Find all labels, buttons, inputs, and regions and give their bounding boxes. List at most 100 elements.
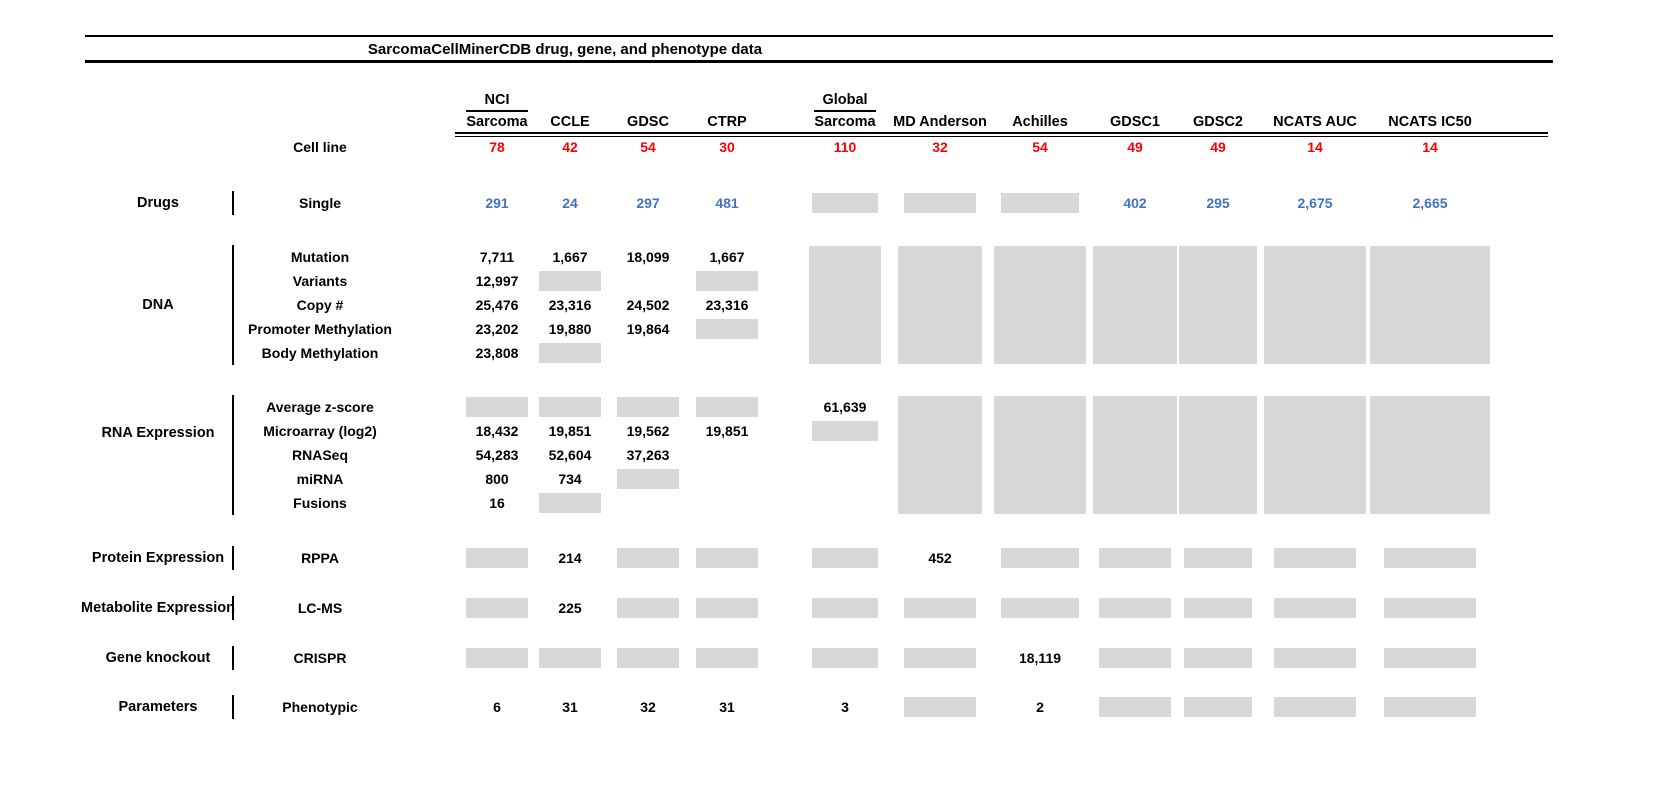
no-data-box-tall bbox=[809, 246, 881, 364]
title-rule-bottom bbox=[85, 60, 1553, 63]
no-data-box bbox=[904, 193, 976, 213]
data-cell-value: 25,476 bbox=[475, 297, 519, 313]
data-cell-value: 2,675 bbox=[1297, 195, 1333, 211]
no-data-box bbox=[812, 548, 878, 568]
no-data-box bbox=[1001, 193, 1079, 213]
no-data-box bbox=[1184, 697, 1252, 717]
row-label: miRNA bbox=[296, 471, 344, 487]
category-label: Gene knockout bbox=[105, 649, 211, 666]
no-data-box-tall bbox=[1370, 246, 1490, 364]
data-cell-value: 32 bbox=[640, 699, 656, 715]
no-data-box-tall bbox=[994, 246, 1086, 364]
column-header: Sarcoma bbox=[814, 113, 876, 130]
no-data-box bbox=[904, 598, 976, 618]
cell-line-count: 78 bbox=[489, 139, 505, 155]
data-cell-value: 18,119 bbox=[1018, 650, 1062, 666]
data-cell-value: 31 bbox=[562, 699, 578, 715]
data-cell-value: 16 bbox=[489, 495, 505, 511]
row-label: Fusions bbox=[293, 495, 347, 511]
no-data-box-tall bbox=[1179, 246, 1257, 364]
title-rule-top bbox=[85, 35, 1553, 37]
no-data-box bbox=[539, 493, 601, 513]
data-cell-value: 291 bbox=[485, 195, 509, 211]
data-cell-value: 12,997 bbox=[475, 273, 519, 289]
row-label: Mutation bbox=[290, 249, 350, 265]
data-cell-value: 54,283 bbox=[475, 447, 519, 463]
no-data-box bbox=[1274, 697, 1356, 717]
row-label: RNASeq bbox=[291, 447, 349, 463]
no-data-box bbox=[466, 548, 528, 568]
data-cell-value: 18,099 bbox=[626, 249, 670, 265]
category-divider-bar bbox=[232, 596, 234, 620]
no-data-box bbox=[904, 697, 976, 717]
data-cell-value: 295 bbox=[1206, 195, 1230, 211]
data-cell-value: 6 bbox=[493, 699, 501, 715]
data-cell-value: 800 bbox=[485, 471, 509, 487]
no-data-box bbox=[812, 598, 878, 618]
no-data-box bbox=[1001, 548, 1079, 568]
no-data-box bbox=[812, 648, 878, 668]
data-cell-value: 7,711 bbox=[479, 249, 515, 265]
data-cell-value: 23,316 bbox=[548, 297, 592, 313]
data-cell-value: 23,808 bbox=[475, 345, 519, 361]
data-cell-value: 61,639 bbox=[823, 399, 867, 415]
cell-line-count: 49 bbox=[1127, 139, 1143, 155]
column-header: NCATS IC50 bbox=[1388, 113, 1472, 130]
data-cell-value: 402 bbox=[1123, 195, 1147, 211]
row-label: Variants bbox=[292, 273, 348, 289]
row-label: Phenotypic bbox=[282, 699, 358, 715]
data-cell-value: 2,665 bbox=[1412, 195, 1448, 211]
column-header: GDSC1 bbox=[1110, 113, 1160, 130]
no-data-box-tall bbox=[898, 246, 982, 364]
column-header: GDSC bbox=[627, 113, 669, 130]
data-cell-value: 19,864 bbox=[626, 321, 670, 337]
no-data-box bbox=[696, 598, 758, 618]
cell-line-count: 110 bbox=[833, 139, 857, 155]
no-data-box bbox=[1099, 697, 1171, 717]
column-header: CCLE bbox=[550, 113, 590, 130]
data-cell-value: 1,667 bbox=[552, 249, 588, 265]
data-cell-value: 2 bbox=[1036, 699, 1044, 715]
column-header: Achilles bbox=[1012, 113, 1068, 130]
no-data-box bbox=[1274, 648, 1356, 668]
column-header-underline bbox=[466, 110, 528, 112]
cell-line-count: 14 bbox=[1307, 139, 1323, 155]
no-data-box bbox=[539, 397, 601, 417]
data-cell-value: 297 bbox=[636, 195, 660, 211]
no-data-box bbox=[696, 397, 758, 417]
no-data-box bbox=[466, 648, 528, 668]
category-label: Drugs bbox=[137, 194, 179, 211]
data-cell-value: 3 bbox=[841, 699, 849, 715]
data-cell-value: 23,316 bbox=[705, 297, 749, 313]
no-data-box bbox=[539, 648, 601, 668]
data-cell-value: 23,202 bbox=[475, 321, 519, 337]
no-data-box-tall bbox=[1370, 396, 1490, 514]
figure-title: SarcomaCellMinerCDB drug, gene, and phen… bbox=[367, 41, 763, 58]
cell-line-count: 54 bbox=[640, 139, 656, 155]
data-cell-value: 19,562 bbox=[626, 423, 670, 439]
category-label: DNA bbox=[142, 296, 174, 313]
cell-line-count: 30 bbox=[719, 139, 735, 155]
cell-line-count: 49 bbox=[1210, 139, 1226, 155]
no-data-box-tall bbox=[1093, 396, 1177, 514]
category-label: Metabolite Expression bbox=[81, 599, 235, 616]
data-cell-value: 1,667 bbox=[709, 249, 745, 265]
column-header-underline bbox=[814, 110, 876, 112]
data-cell-value: 481 bbox=[715, 195, 739, 211]
cell-line-count: 54 bbox=[1032, 139, 1048, 155]
no-data-box bbox=[1274, 548, 1356, 568]
no-data-box bbox=[539, 343, 601, 363]
no-data-box bbox=[696, 548, 758, 568]
no-data-box bbox=[1184, 598, 1252, 618]
no-data-box bbox=[1384, 697, 1476, 717]
no-data-box bbox=[1384, 598, 1476, 618]
column-header: NCATS AUC bbox=[1273, 113, 1357, 130]
no-data-box bbox=[1099, 548, 1171, 568]
data-cell-value: 19,851 bbox=[548, 423, 592, 439]
row-label: Microarray (log2) bbox=[263, 423, 377, 439]
category-divider-bar bbox=[232, 695, 234, 719]
category-divider-bar bbox=[232, 646, 234, 670]
cell-line-count: 32 bbox=[932, 139, 948, 155]
no-data-box bbox=[696, 271, 758, 291]
category-divider-bar bbox=[232, 546, 234, 570]
